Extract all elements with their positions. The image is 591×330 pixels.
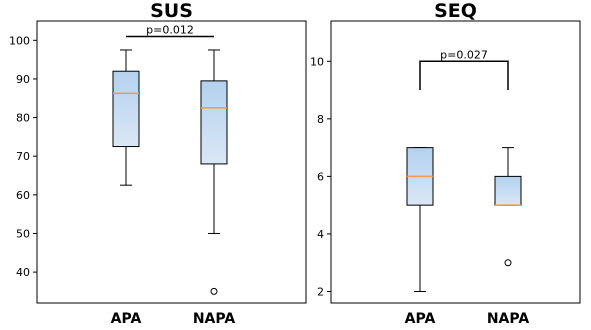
- y-tick-label: 90: [16, 73, 30, 86]
- y-tick-label: 70: [16, 150, 30, 163]
- y-tick-label: 50: [16, 227, 30, 240]
- plot-frame: [330, 20, 581, 304]
- y-tick-label: 80: [16, 112, 30, 125]
- x-category-label: APA: [111, 311, 142, 327]
- outlier-point: [210, 287, 218, 295]
- y-tick-label: 4: [317, 228, 324, 241]
- x-category-label: APA: [405, 311, 436, 327]
- plot-frame: [36, 20, 307, 304]
- box-napa: [494, 175, 522, 206]
- significance-label: p=0.027: [440, 48, 488, 61]
- y-tick-label: 10: [310, 55, 324, 68]
- chart-title: SUS: [150, 0, 193, 22]
- y-tick-label: 100: [9, 34, 30, 47]
- chart-title: SEQ: [434, 0, 477, 22]
- significance-label: p=0.012: [146, 23, 194, 36]
- y-tick-label: 2: [317, 285, 324, 298]
- box-napa: [200, 80, 228, 165]
- significance-bracket: [419, 60, 509, 91]
- sus-chart: SUS 40 50 60 70 80 90 100 APA NAPA p=0.012: [9, 0, 307, 327]
- x-category-label: NAPA: [487, 311, 530, 327]
- y-tick-label: 6: [317, 170, 324, 183]
- x-category-label: NAPA: [193, 311, 236, 327]
- seq-chart: SEQ 2 4 6 8 10 APA NAPA p=0.027: [310, 0, 581, 327]
- y-tick-label: 40: [16, 266, 30, 279]
- outlier-point: [504, 259, 512, 267]
- y-tick-label: 60: [16, 189, 30, 202]
- box-apa: [112, 70, 140, 148]
- y-tick-label: 8: [317, 113, 324, 126]
